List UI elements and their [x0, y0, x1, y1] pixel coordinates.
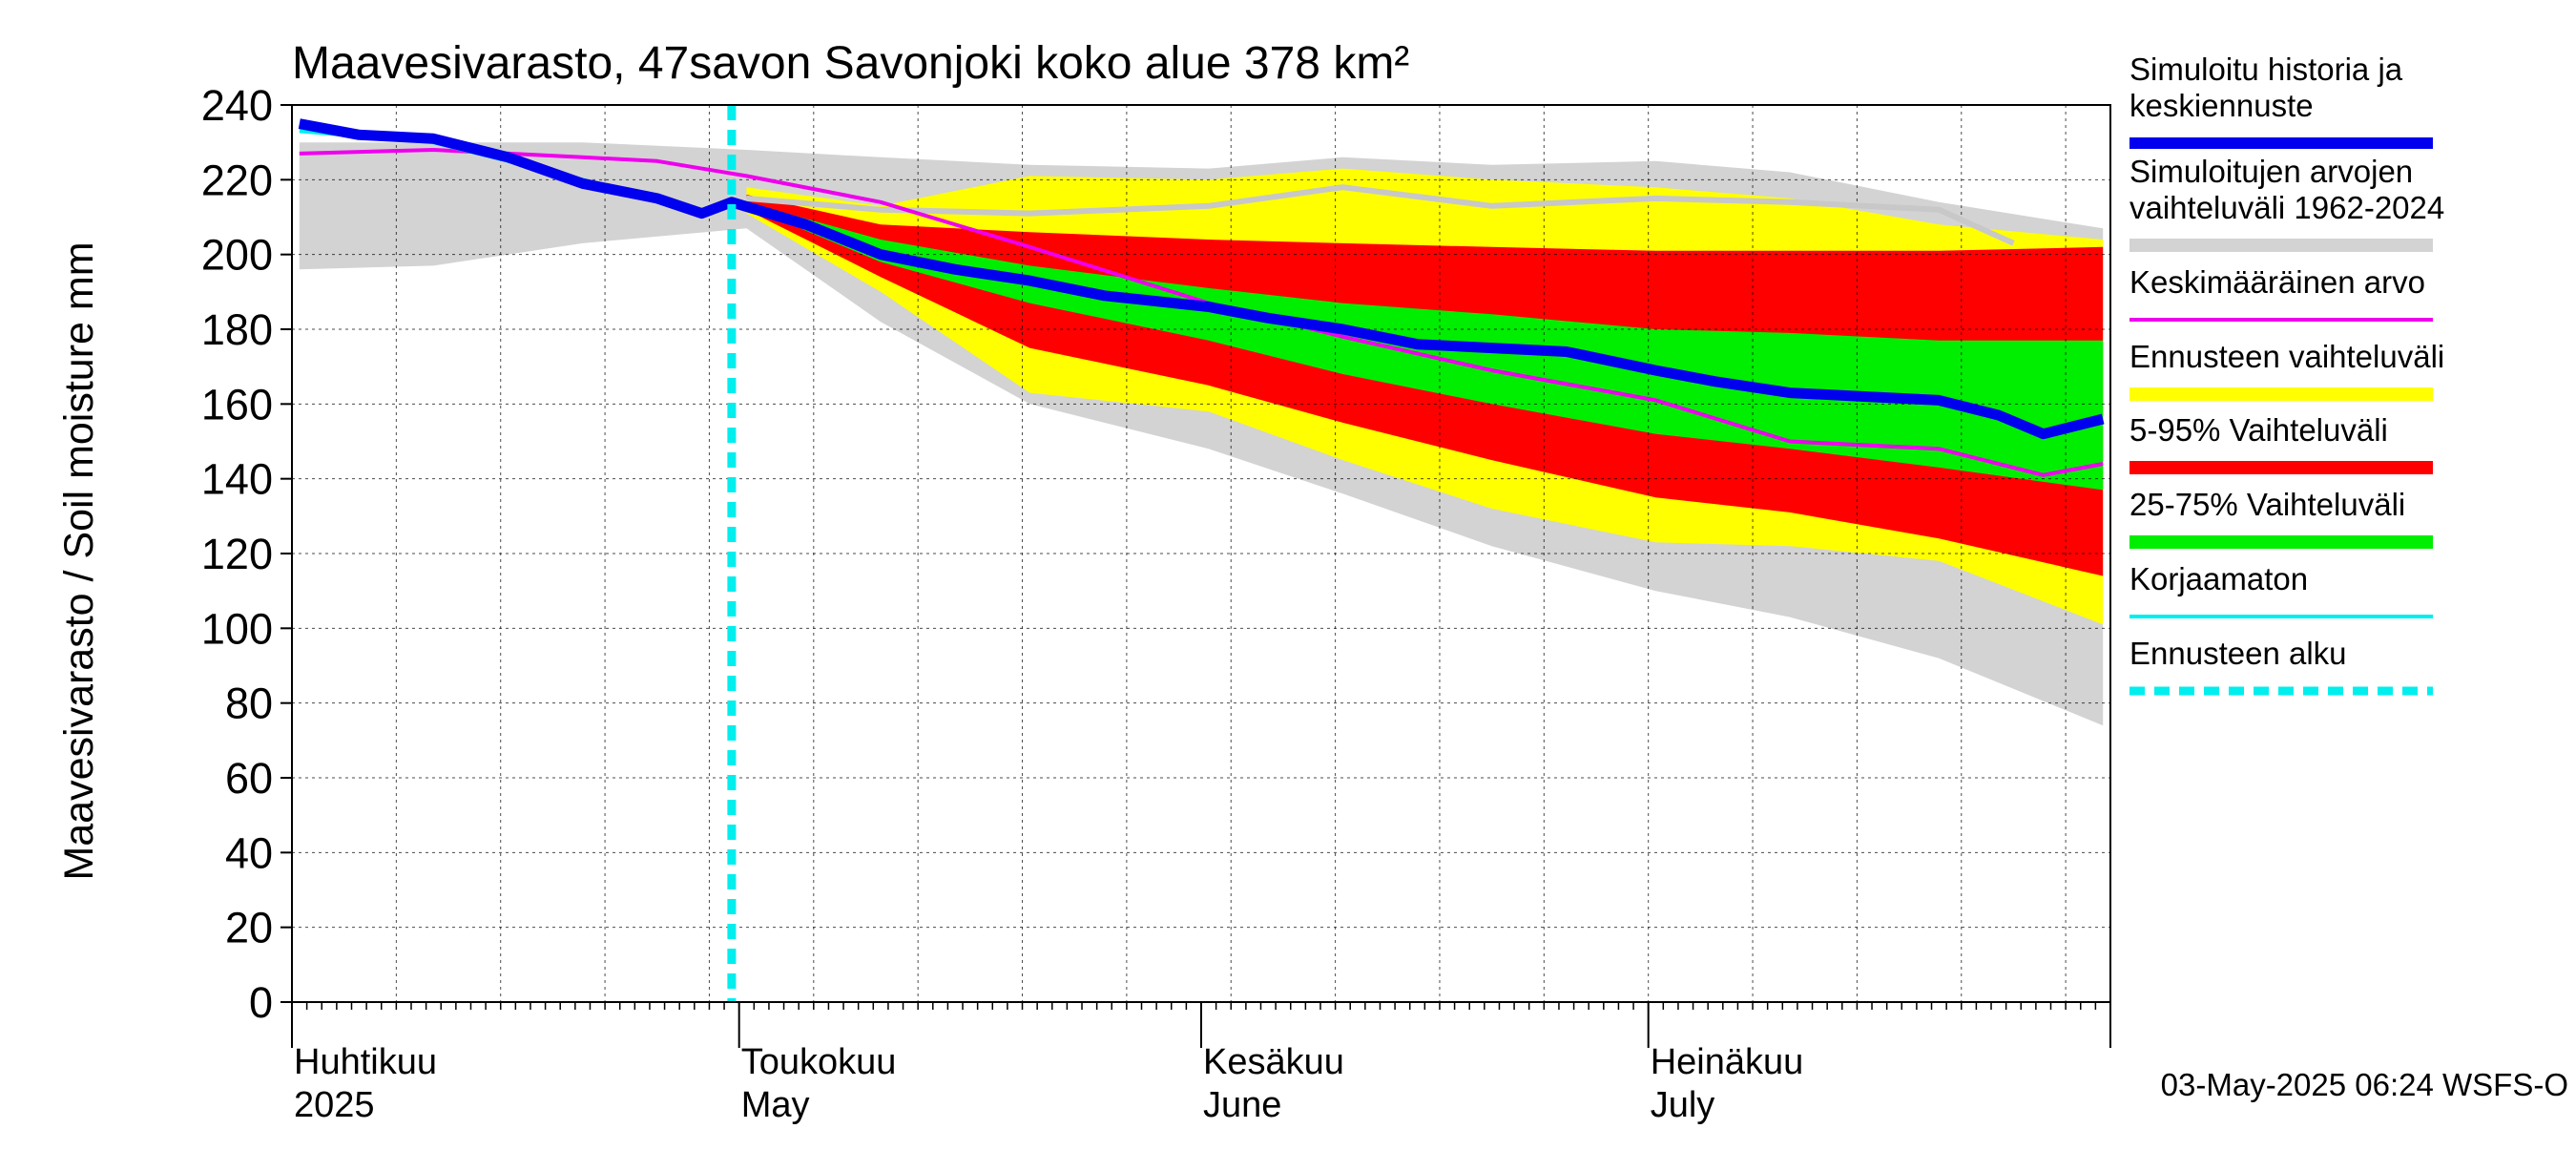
footer-timestamp: 03-May-2025 06:24 WSFS-O [2161, 1067, 2568, 1102]
y-tick-label: 140 [201, 455, 273, 504]
chart-title: Maavesivarasto, 47savon Savonjoki koko a… [292, 38, 1409, 89]
legend-label: 25-75% Vaihteluväli [2129, 487, 2405, 522]
y-tick-label: 120 [201, 530, 273, 578]
legend-label: keskiennuste [2129, 88, 2314, 123]
x-month-sublabel: July [1651, 1085, 1715, 1125]
historical-max-line [746, 184, 2015, 246]
legend-label: Ennusteen vaihteluväli [2129, 339, 2444, 374]
y-tick-label: 20 [225, 904, 273, 952]
x-month-sublabel: 2025 [294, 1085, 375, 1125]
axes-layer: 0 20 40 60 80 100 120 140 160 180 200 220 240 Huhtiku… [201, 81, 2111, 1125]
y-tick-label: 80 [225, 680, 273, 728]
x-month-label: Toukokuu [741, 1042, 897, 1082]
x-month-label: Huhtikuu [294, 1042, 437, 1082]
legend-label: Simuloitu historia ja [2129, 52, 2403, 87]
y-tick-label: 240 [201, 81, 273, 130]
x-month-sublabel: June [1203, 1085, 1281, 1125]
x-month-label: Kesäkuu [1203, 1042, 1344, 1082]
y-tick-label: 0 [249, 978, 273, 1027]
legend-label: Simuloitujen arvojen [2129, 154, 2413, 189]
y-tick-label: 60 [225, 754, 273, 803]
y-axis-label: Maavesivarasto / Soil moisture mm [56, 241, 102, 880]
history-forecast-line [298, 118, 2105, 440]
y-tick-label: 180 [201, 305, 273, 354]
y-tick-label: 100 [201, 604, 273, 653]
legend-label: vaihteluväli 1962-2024 [2129, 190, 2444, 225]
y-tick-label: 200 [201, 231, 273, 280]
legend-label: 5-95% Vaihteluväli [2129, 412, 2388, 448]
x-month-label: Heinäkuu [1651, 1042, 1804, 1082]
y-tick-label: 160 [201, 380, 273, 429]
x-month-sublabel: May [741, 1085, 810, 1125]
legend-label: Korjaamaton [2129, 561, 2308, 596]
lines-layer [298, 105, 2105, 1002]
y-tick-label: 40 [225, 828, 273, 877]
legend-label: Keskimääräinen arvo [2129, 264, 2425, 300]
legend-label: Ennusteen alku [2129, 636, 2347, 671]
y-tick-label: 220 [201, 156, 273, 204]
bands-layer [299, 142, 2104, 726]
